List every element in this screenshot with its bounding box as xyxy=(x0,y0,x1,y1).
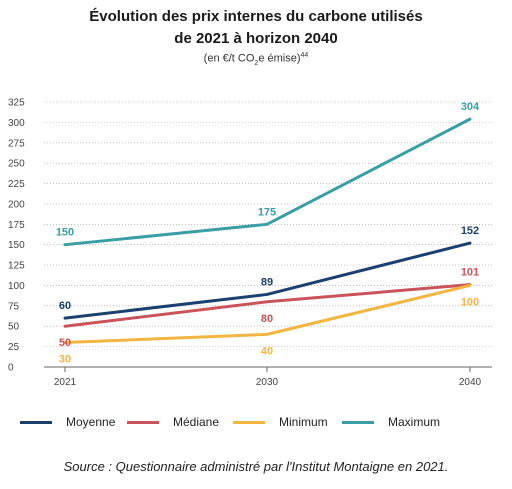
data-label: 30 xyxy=(59,354,71,366)
chart-title-line1: Évolution des prix internes du carbone u… xyxy=(89,8,423,25)
series-line-médiane xyxy=(63,283,472,328)
subtitle-post: e émise) xyxy=(258,52,301,65)
data-label: 304 xyxy=(461,101,480,113)
y-tick-label: 100 xyxy=(8,281,25,292)
legend-label: Maximum xyxy=(388,415,441,429)
legend-swatch xyxy=(233,420,265,424)
y-tick-label: 275 xyxy=(8,138,25,149)
data-label: 40 xyxy=(261,345,273,357)
series-line-minimum xyxy=(63,283,472,345)
data-label: 80 xyxy=(261,313,273,325)
data-label: 89 xyxy=(261,276,273,288)
legend-label: Médiane xyxy=(173,415,220,429)
y-tick-label: 225 xyxy=(8,179,25,190)
legend-swatch xyxy=(127,420,159,424)
y-tick-label: 300 xyxy=(8,118,25,129)
data-label: 60 xyxy=(59,300,71,312)
y-tick-label: 175 xyxy=(8,220,25,231)
x-tick-label: 2030 xyxy=(256,377,279,388)
y-tick-label: 75 xyxy=(8,301,20,312)
y-tick-label: 50 xyxy=(8,322,20,333)
y-tick-label: 150 xyxy=(8,240,25,251)
chart-subtitle: (en €/t CO2e émise)44 xyxy=(0,52,512,67)
chart-title-line2: de 2021 à horizon 2040 xyxy=(174,30,338,47)
series-line-maximum xyxy=(63,117,472,247)
legend-label: Minimum xyxy=(279,415,328,429)
series-line-moyenne xyxy=(63,241,472,320)
y-tick-label: 25 xyxy=(8,342,20,353)
y-tick-label: 0 xyxy=(8,363,14,374)
data-label: 175 xyxy=(258,206,276,218)
y-tick-label: 200 xyxy=(8,199,25,210)
chart-legend: Moyenne Médiane Minimum Maximum xyxy=(0,415,512,435)
legend-item-médiane: Médiane xyxy=(127,415,219,429)
data-label: 101 xyxy=(461,267,479,279)
data-label: 152 xyxy=(461,225,479,237)
data-label: 100 xyxy=(461,296,479,308)
legend-item-maximum: Maximum xyxy=(342,415,440,429)
legend-swatch xyxy=(20,420,52,424)
y-tick-label: 250 xyxy=(8,159,25,170)
y-tick-label: 325 xyxy=(8,98,25,109)
legend-item-minimum: Minimum xyxy=(233,415,328,429)
source-note: Source : Questionnaire administré par l'… xyxy=(63,459,449,474)
legend-label: Moyenne xyxy=(66,415,116,429)
x-tick-label: 2040 xyxy=(459,377,482,388)
legend-swatch xyxy=(342,420,374,424)
y-tick-label: 125 xyxy=(8,261,25,272)
data-label: 150 xyxy=(56,227,74,239)
subtitle-sup: 44 xyxy=(300,52,309,59)
subtitle-sub: 2 xyxy=(254,59,259,67)
subtitle-pre: (en €/t CO xyxy=(203,52,255,65)
data-label: 50 xyxy=(59,337,71,349)
x-tick-label: 2021 xyxy=(54,377,77,388)
legend-item-moyenne: Moyenne xyxy=(20,415,115,429)
